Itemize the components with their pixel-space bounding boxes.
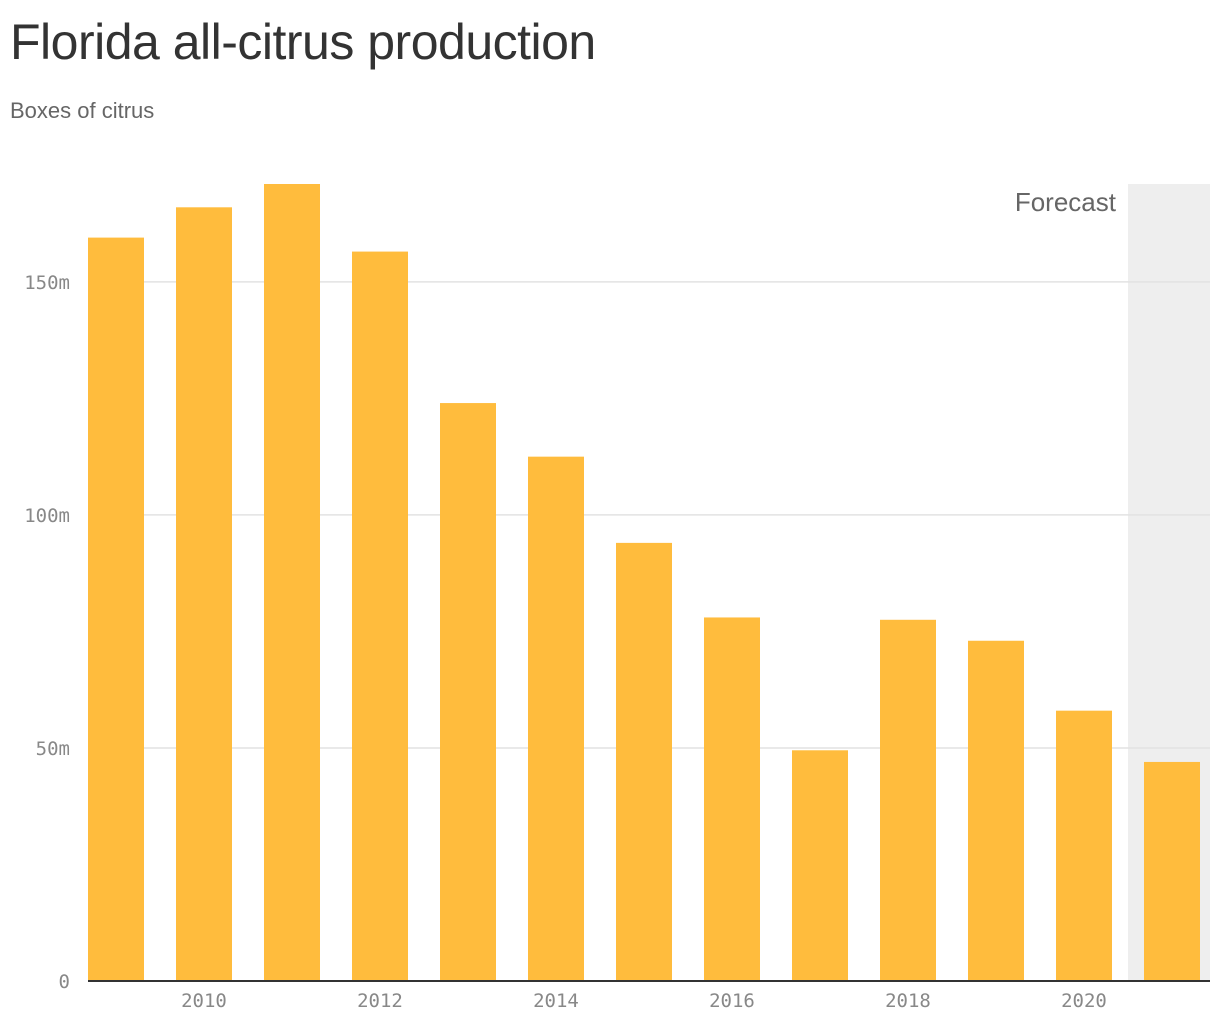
x-tick-label: 2012 <box>357 990 403 1012</box>
bar <box>88 237 144 981</box>
x-tick-label: 2010 <box>181 990 227 1012</box>
x-tick-label: 2016 <box>709 990 755 1012</box>
bar <box>1056 710 1112 981</box>
y-tick-label: 50m <box>36 738 70 760</box>
bar <box>264 184 320 981</box>
forecast-label: Forecast <box>1015 187 1117 217</box>
y-tick-label: 150m <box>24 272 70 294</box>
bar <box>704 617 760 981</box>
bar <box>1144 761 1200 981</box>
chart-subtitle: Boxes of citrus <box>10 98 155 123</box>
x-tick-label: 2014 <box>533 990 579 1012</box>
bar <box>792 750 848 981</box>
y-tick-label: 0 <box>59 971 70 993</box>
x-tick-label: 2020 <box>1061 990 1107 1012</box>
bar <box>352 251 408 981</box>
axes: 2010 2012 2014 2016 2018 2020 <box>88 980 1210 1012</box>
chart-title: Florida all-citrus production <box>10 14 596 70</box>
bar <box>968 640 1024 981</box>
bar <box>176 207 232 982</box>
bars <box>88 184 1200 982</box>
bar <box>528 456 584 981</box>
x-tick-label: 2018 <box>885 990 931 1012</box>
bar <box>880 619 936 981</box>
bar <box>440 403 496 981</box>
bar <box>616 542 672 981</box>
y-tick-label: 100m <box>24 505 70 527</box>
